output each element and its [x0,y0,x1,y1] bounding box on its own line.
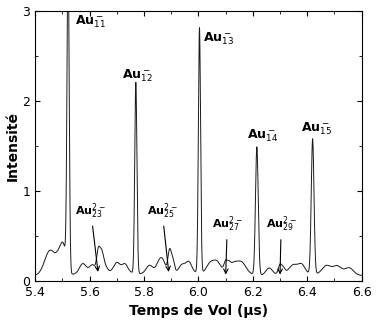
Text: Au$^{2-}_{27}$: Au$^{2-}_{27}$ [212,214,243,273]
Text: Au$^-_{12}$: Au$^-_{12}$ [122,68,153,85]
Text: Au$^-_{14}$: Au$^-_{14}$ [247,127,278,144]
Text: Au$^-_{13}$: Au$^-_{13}$ [203,30,234,47]
Y-axis label: Intensité: Intensité [6,111,20,181]
Text: Au$^{2-}_{23}$: Au$^{2-}_{23}$ [75,201,106,271]
Text: Au$^-_{11}$: Au$^-_{11}$ [75,14,106,30]
X-axis label: Temps de Vol (μs): Temps de Vol (μs) [129,305,268,318]
Text: Au$^{2-}_{29}$: Au$^{2-}_{29}$ [266,214,297,273]
Text: Au$^-_{15}$: Au$^-_{15}$ [301,120,332,137]
Text: Au$^{2-}_{25}$: Au$^{2-}_{25}$ [147,201,178,271]
